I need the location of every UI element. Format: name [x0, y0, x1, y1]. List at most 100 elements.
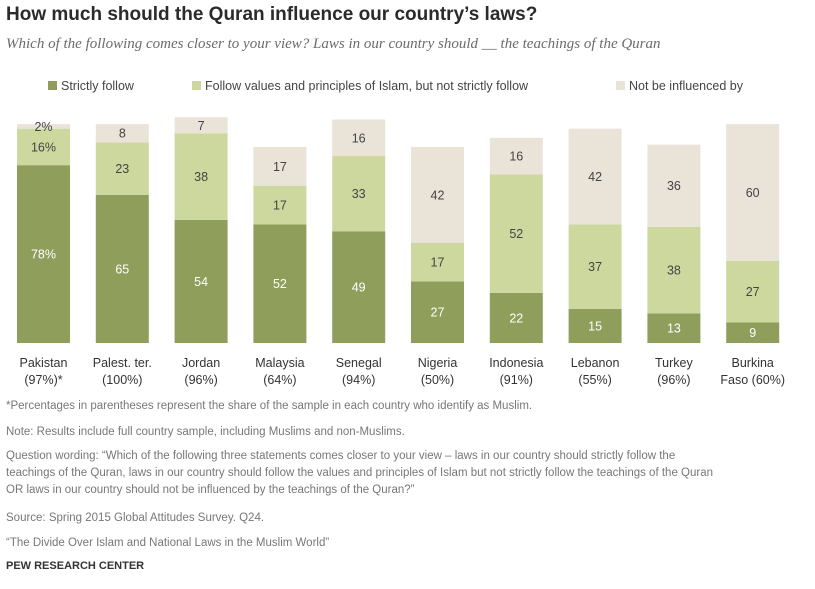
legend-label-2: Follow values and principles of Islam, b… — [205, 79, 529, 93]
question-wording-line-1: Question wording: “Which of the followin… — [6, 450, 676, 462]
bar-segment-2-9 — [647, 226, 701, 314]
bar-segment-1-3 — [174, 219, 228, 343]
bar-value-label-1-1: 78% — [31, 248, 56, 262]
x-tick-label-7: Indonesia — [489, 356, 543, 370]
bar-segment-3-5 — [332, 119, 386, 157]
bar-value-label-2-1: 16% — [31, 140, 56, 154]
percent-note: *Percentages in parentheses represent th… — [6, 400, 533, 412]
bar-segment-2-7 — [489, 174, 543, 293]
bar-value-label-2-3: 38 — [194, 170, 208, 184]
x-tick-sublabel-4: (64%) — [263, 373, 296, 387]
bar-value-label-1-8: 15 — [588, 319, 602, 333]
x-tick-sublabel-2: (100%) — [102, 373, 142, 387]
bar-value-label-2-6: 17 — [431, 256, 445, 270]
bar-value-label-1-5: 49 — [352, 281, 366, 295]
bar-value-label-3-9: 36 — [667, 179, 681, 193]
bar-segment-3-8 — [568, 128, 622, 225]
bar-value-label-3-8: 42 — [588, 170, 602, 184]
bar-value-label-3-4: 17 — [273, 160, 287, 174]
bar-value-label-2-8: 37 — [588, 260, 602, 274]
bar-value-label-3-6: 42 — [431, 188, 445, 202]
bar-segment-1-9 — [647, 313, 701, 343]
chart-title: How much should the Quran influence our … — [6, 4, 538, 25]
bar-value-label-3-3: 7 — [198, 119, 205, 133]
bar-value-label-2-10: 27 — [746, 285, 760, 299]
legend-swatch-2 — [192, 81, 201, 90]
legend-label-1: Strictly follow — [61, 79, 135, 93]
bar-value-label-3-5: 16 — [352, 131, 366, 145]
bar-segment-3-10 — [726, 124, 780, 261]
bar-segment-3-9 — [647, 144, 701, 227]
bar-value-label-3-1: 2% — [34, 120, 52, 134]
bar-segment-1-2 — [95, 194, 149, 343]
bar-value-label-2-2: 23 — [115, 162, 129, 176]
bar-segment-2-5 — [332, 156, 386, 232]
bar-segment-3-7 — [489, 137, 543, 175]
bar-segment-1-10 — [726, 322, 780, 343]
chart-subtitle: Which of the following comes closer to y… — [6, 36, 661, 52]
chart-legend: Strictly follow Follow values and princip… — [48, 79, 744, 93]
x-axis-labels: Pakistan (97%)* Palest. ter. (100%) Jordan (9… — [20, 356, 785, 387]
bar-value-label-3-10: 60 — [746, 186, 760, 200]
x-tick-sublabel-5: (94%) — [342, 373, 375, 387]
bar-value-label-1-4: 52 — [273, 277, 287, 291]
bar-segment-1-8 — [568, 308, 622, 343]
x-tick-label-8: Lebanon — [571, 356, 620, 370]
bar-segment-2-2 — [95, 142, 149, 195]
bar-value-label-1-3: 54 — [194, 275, 208, 289]
sample-note: Note: Results include full country sampl… — [6, 426, 405, 438]
bar-value-label-1-2: 65 — [115, 262, 129, 276]
bar-value-label-3-2: 8 — [119, 127, 126, 141]
bar-value-label-1-6: 27 — [431, 306, 445, 320]
bar-value-label-2-4: 17 — [273, 199, 287, 213]
x-tick-sublabel-1: (97%)* — [24, 373, 62, 387]
bar-segment-2-4 — [253, 185, 307, 225]
stacked-bar-chart: Strictly follow Follow values and princip… — [17, 79, 785, 387]
bar-segment-2-1 — [17, 128, 70, 166]
organization-name: PEW RESEARCH CENTER — [6, 560, 145, 572]
question-wording-line-2: teachings of the Quran, laws in our coun… — [6, 467, 713, 479]
question-wording-line-3: OR laws in our country should not be inf… — [6, 484, 415, 496]
bar-value-label-1-7: 22 — [509, 311, 523, 325]
bar-segment-2-10 — [726, 260, 780, 323]
bar-segment-1-6 — [411, 281, 464, 343]
legend-swatch-3 — [616, 81, 625, 90]
bar-value-label-2-9: 38 — [667, 264, 681, 278]
bar-segment-3-3 — [174, 117, 228, 134]
bar-value-label-1-9: 13 — [667, 322, 681, 336]
chart-bars: 78% 16% 2% 65 23 8 54 38 7 52 17 17 49 33 16 27 17 42 22 52… — [17, 117, 780, 343]
x-tick-label-2: Palest. ter. — [93, 356, 152, 370]
x-tick-label-3: Jordan — [182, 356, 220, 370]
legend-swatch-1 — [48, 81, 57, 90]
bar-segment-2-6 — [411, 242, 464, 282]
bar-segment-2-3 — [174, 133, 228, 220]
source-note: Source: Spring 2015 Global Attitudes Sur… — [6, 512, 265, 524]
bar-segment-1-4 — [253, 224, 307, 343]
bar-value-label-2-7: 52 — [509, 227, 523, 241]
x-tick-label-4: Malaysia — [255, 356, 304, 370]
x-tick-sublabel-6: (50%) — [421, 373, 454, 387]
bar-value-label-3-7: 16 — [509, 150, 523, 164]
x-tick-sublabel-8: (55%) — [578, 373, 611, 387]
x-tick-sublabel-9: (96%) — [657, 373, 690, 387]
x-tick-label-9: Turkey — [655, 356, 693, 370]
bar-value-label-1-10: 9 — [749, 326, 756, 340]
x-tick-label-5: Senegal — [336, 356, 382, 370]
bar-segment-3-4 — [253, 146, 307, 186]
legend-label-3: Not be influenced by — [629, 79, 744, 93]
x-tick-sublabel-7: (91%) — [500, 373, 533, 387]
x-tick-label-1: Pakistan — [20, 356, 68, 370]
bar-segment-1-7 — [489, 292, 543, 343]
x-tick-sublabel-3: (96%) — [184, 373, 217, 387]
bar-value-label-2-5: 33 — [352, 187, 366, 201]
x-tick-label-6: Nigeria — [418, 356, 458, 370]
x-tick-label-10: Burkina — [732, 356, 774, 370]
bar-segment-1-5 — [332, 231, 386, 343]
x-tick-sublabel-10: Faso (60%) — [720, 373, 785, 387]
bar-segment-1-1 — [17, 165, 70, 343]
bar-segment-3-2 — [95, 124, 149, 143]
bar-segment-3-6 — [411, 146, 464, 243]
bar-segment-3-1 — [17, 124, 70, 129]
bar-segment-2-8 — [568, 224, 622, 309]
report-title: “The Divide Over Islam and National Laws… — [6, 537, 330, 549]
